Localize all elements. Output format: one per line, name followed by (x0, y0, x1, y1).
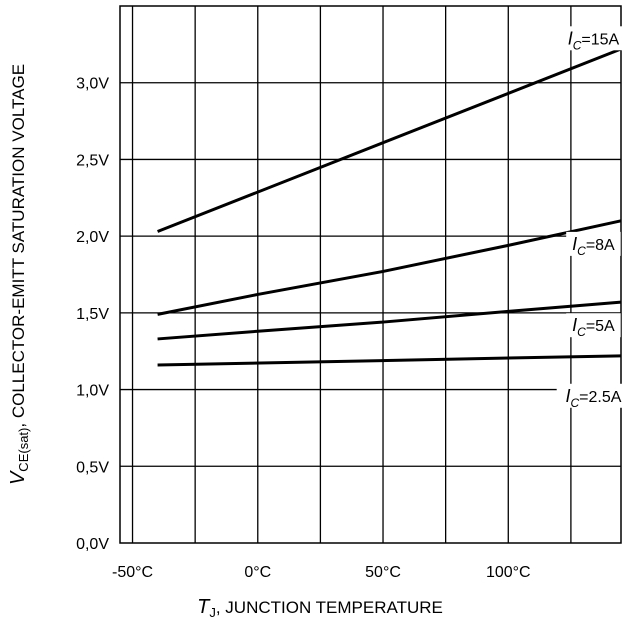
series-line-2.5A (157, 354, 622, 367)
plot-frame (119, 5, 622, 544)
series-label-prefix: I (568, 28, 573, 48)
series-label-value: =8A (586, 237, 615, 254)
series-label-5A: IC=5A (572, 315, 615, 339)
series-label-value: =15A (581, 31, 619, 48)
series-label-sub: C (577, 244, 586, 258)
x-axis-symbol-sub: J (209, 605, 216, 620)
x-tick-label: 100°C (486, 564, 531, 581)
series-label-background (556, 383, 622, 408)
series-line-5A (157, 300, 622, 341)
series-label-background (566, 231, 621, 256)
series-label-sub: C (573, 38, 582, 52)
series-label-8A: IC=8A (572, 234, 615, 258)
x-axis-label-rest: , JUNCTION TEMPERATURE (216, 598, 443, 617)
series-label-sub: C (577, 325, 586, 339)
x-tick-label: 50°C (365, 564, 401, 581)
x-axis-symbol: T (197, 596, 211, 618)
series-label-value: =2.5A (579, 389, 622, 406)
x-tick-label: 0°C (244, 564, 271, 581)
series-label-prefix: I (572, 234, 577, 254)
y-axis-label-rest: , COLLECTOR-EMITT SATURATION VOLTAGE (9, 64, 28, 428)
y-axis-symbol: V (7, 470, 29, 485)
y-tick-label: 3,0V (76, 76, 109, 93)
series-label-background (561, 26, 622, 51)
y-tick-labels: 0,0V 0,5V 1,0V 1,5V 2,0V 2,5V 3,0V (76, 76, 109, 553)
y-tick-label: 1,5V (76, 306, 109, 323)
y-tick-label: 1,0V (76, 383, 109, 400)
y-tick-label: 2,5V (76, 152, 109, 169)
y-tick-label: 2,0V (76, 229, 109, 246)
series-label-2.5A: IC=2.5A (565, 386, 621, 410)
series-label-prefix: I (572, 315, 577, 335)
series-line-8A (157, 219, 622, 316)
series-line-15A (157, 47, 622, 233)
series-label-prefix: I (565, 386, 570, 406)
y-axis-title: VCE(sat), COLLECTOR-EMITT SATURATION VOL… (7, 64, 31, 485)
series-label-sub: C (570, 396, 579, 410)
series-label-15A: IC=15A (568, 28, 620, 52)
x-tick-labels: -50°C 0°C 50°C 100°C (112, 564, 531, 581)
series-lines (157, 47, 622, 367)
y-tick-label: 0,5V (76, 459, 109, 476)
x-axis-title: TJ, JUNCTION TEMPERATURE (197, 596, 443, 620)
y-tick-label: 0,0V (76, 536, 109, 553)
y-axis-symbol-sub: CE(sat) (16, 428, 31, 472)
x-tick-label: -50°C (112, 564, 153, 581)
series-label-background (566, 313, 621, 338)
series-label-value: =5A (586, 318, 615, 335)
